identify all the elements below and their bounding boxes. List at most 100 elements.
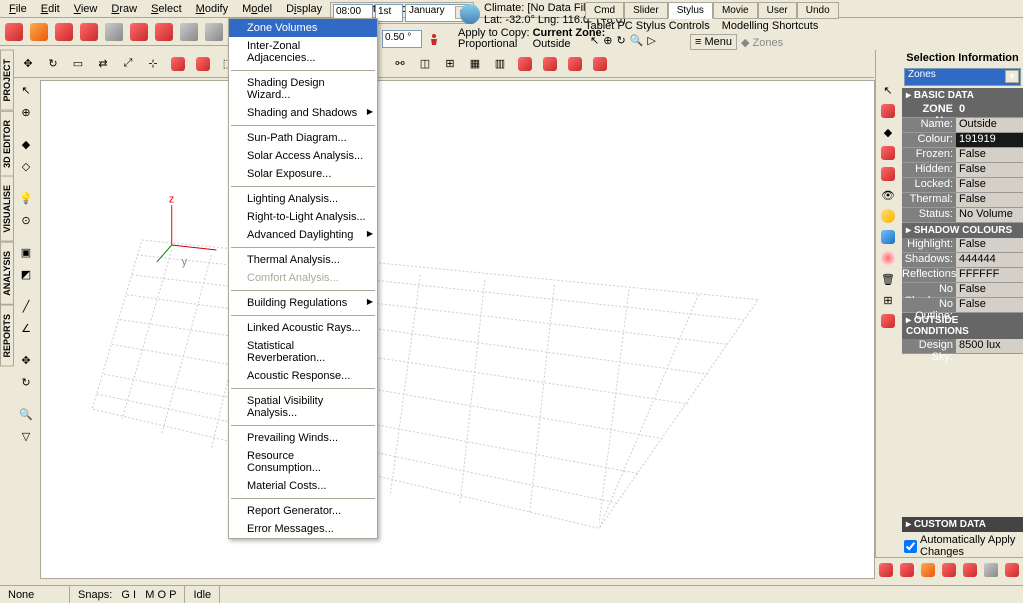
vtab-analysis[interactable]: ANALYSIS [0, 242, 14, 305]
angle-tool[interactable]: ∠ [16, 318, 36, 338]
node-tool[interactable]: ⊹ [141, 52, 165, 76]
nav-pan-icon[interactable]: ▷ [647, 34, 655, 47]
vtab-reports[interactable]: REPORTS [0, 305, 14, 367]
arrow-icon[interactable]: ↖ [878, 80, 898, 100]
tab-slider[interactable]: Slider [624, 2, 668, 19]
rtool-1[interactable] [878, 101, 898, 121]
vtab-visualise[interactable]: VISUALISE [0, 176, 14, 242]
menu-icon[interactable]: ≡ Menu [690, 34, 737, 50]
sun-icon[interactable] [878, 206, 898, 226]
zones-button[interactable]: ◆ Zones [741, 36, 783, 49]
tool-5[interactable] [102, 20, 126, 44]
menuitem-resource-consumption-[interactable]: Resource Consumption... [229, 447, 377, 477]
tool-box[interactable] [77, 20, 101, 44]
tool-s3[interactable]: ⊞ [438, 52, 462, 76]
tool-new[interactable] [2, 20, 26, 44]
menuitem-right-to-light-analysis-[interactable]: Right-to-Light Analysis... [229, 208, 377, 226]
day-spinner[interactable]: 1st [375, 4, 403, 22]
menuitem-prevailing-winds-[interactable]: Prevailing Winds... [229, 429, 377, 447]
prop-row[interactable]: Reflections:FFFFFF [902, 268, 1023, 283]
tool-6[interactable] [127, 20, 151, 44]
tool-s6[interactable] [513, 52, 537, 76]
eye-icon[interactable]: 👁 [878, 185, 898, 205]
rtool-4[interactable] [878, 164, 898, 184]
menu-select[interactable]: Select [144, 2, 189, 16]
prop-row[interactable]: No Shadows:False [902, 283, 1023, 298]
tool-save[interactable] [52, 20, 76, 44]
rtool-3[interactable] [878, 143, 898, 163]
menuitem-material-costs-[interactable]: Material Costs... [229, 477, 377, 495]
prop-row[interactable]: Locked:False [902, 178, 1023, 193]
tool-s4[interactable]: ▦ [463, 52, 487, 76]
move-tool[interactable]: ✥ [16, 52, 40, 76]
menuitem-acoustic-response-[interactable]: Acoustic Response... [229, 367, 377, 385]
prop-row[interactable]: Name:Outside [902, 118, 1023, 133]
cursor-tool[interactable]: ↖ [16, 80, 36, 100]
nav-target-icon[interactable]: ⊕ [603, 34, 612, 47]
tool-s9[interactable] [588, 52, 612, 76]
line-tool[interactable]: ╱ [16, 296, 36, 316]
prop-row[interactable]: Frozen:False [902, 148, 1023, 163]
light-tool[interactable]: 💡 [16, 188, 36, 208]
prop-row[interactable]: Highlight:False [902, 238, 1023, 253]
circle-tool[interactable]: ⊙ [16, 210, 36, 230]
menuitem-sun-path-diagram-[interactable]: Sun-Path Diagram... [229, 129, 377, 147]
menuitem-shading-design-wizard-[interactable]: Shading Design Wizard... [229, 74, 377, 104]
target-tool[interactable]: ⊕ [16, 102, 36, 122]
rtool-10[interactable]: ⊞ [878, 290, 898, 310]
select-tool[interactable]: ▭ [66, 52, 90, 76]
nav-arrow-icon[interactable]: ↖ [590, 34, 599, 47]
custom-data-header[interactable]: CUSTOM DATA [902, 517, 1023, 532]
prop-row[interactable]: ZONE No.0 [902, 103, 1023, 118]
menuitem-solar-access-analysis-[interactable]: Solar Access Analysis... [229, 147, 377, 165]
btool-1[interactable] [877, 560, 896, 580]
menuitem-solar-exposure-[interactable]: Solar Exposure... [229, 165, 377, 183]
menuitem-shading-and-shadows[interactable]: Shading and Shadows [229, 104, 377, 122]
menu-view[interactable]: View [67, 2, 105, 16]
vtab-3d-editor[interactable]: 3D EDITOR [0, 111, 14, 177]
orbit-tool[interactable]: ↻ [16, 372, 36, 392]
prop-row[interactable]: Shadows:444444 [902, 253, 1023, 268]
prop-row[interactable]: Thermal:False [902, 193, 1023, 208]
menuitem-advanced-daylighting[interactable]: Advanced Daylighting [229, 226, 377, 244]
tab-stylus[interactable]: Stylus [668, 2, 713, 19]
btool-3[interactable] [919, 560, 938, 580]
vtab-project[interactable]: PROJECT [0, 50, 14, 111]
prop-row[interactable]: Hidden:False [902, 163, 1023, 178]
menuitem-zone-volumes[interactable]: Zone Volumes [229, 19, 377, 37]
angle-spinner[interactable]: 0.50 ° [382, 30, 422, 48]
trash-icon[interactable]: 🗑 [878, 269, 898, 289]
pan-tool[interactable]: ✥ [16, 350, 36, 370]
menuitem-inter-zonal-adjacencies-[interactable]: Inter-Zonal Adjacencies... [229, 37, 377, 67]
tool-m8[interactable] [191, 52, 215, 76]
menu-draw[interactable]: Draw [104, 2, 144, 16]
prop-row[interactable]: Design Sky:8500 lux [902, 339, 1023, 354]
menu-file[interactable]: File [2, 2, 34, 16]
menu-display[interactable]: Display [279, 2, 329, 16]
menuitem-building-regulations[interactable]: Building Regulations [229, 294, 377, 312]
rtool-2[interactable]: ◆ [878, 122, 898, 142]
rtool-8[interactable] [878, 248, 898, 268]
menu-modify[interactable]: Modify [189, 2, 235, 16]
nav-rotate-icon[interactable]: ↻ [616, 34, 625, 47]
cube-tool[interactable]: ◩ [16, 264, 36, 284]
person-icon[interactable] [424, 29, 444, 49]
prop-row[interactable]: Colour:191919 [902, 133, 1023, 148]
btool-5[interactable] [960, 560, 979, 580]
tool-8[interactable] [177, 20, 201, 44]
menuitem-statistical-reverberation-[interactable]: Statistical Reverberation... [229, 337, 377, 367]
mirror-tool[interactable]: ⇄ [91, 52, 115, 76]
rtool-11[interactable] [878, 311, 898, 331]
zones-dropdown[interactable]: Zones [904, 68, 1021, 86]
tool-m7[interactable] [166, 52, 190, 76]
shape-tool-1[interactable]: ◆ [16, 134, 36, 154]
shape-tool-2[interactable]: ◇ [16, 156, 36, 176]
zoom-tool[interactable]: 🔍 [16, 404, 36, 424]
basic-data-header[interactable]: BASIC DATA [902, 88, 1023, 103]
play-tool[interactable]: ▽ [16, 426, 36, 446]
viewport-canvas[interactable]: z y [40, 80, 875, 579]
nav-zoom-icon[interactable]: 🔍 [630, 34, 644, 47]
menuitem-error-messages-[interactable]: Error Messages... [229, 520, 377, 538]
scale-tool[interactable]: ⤢ [116, 52, 140, 76]
menu-edit[interactable]: Edit [34, 2, 67, 16]
